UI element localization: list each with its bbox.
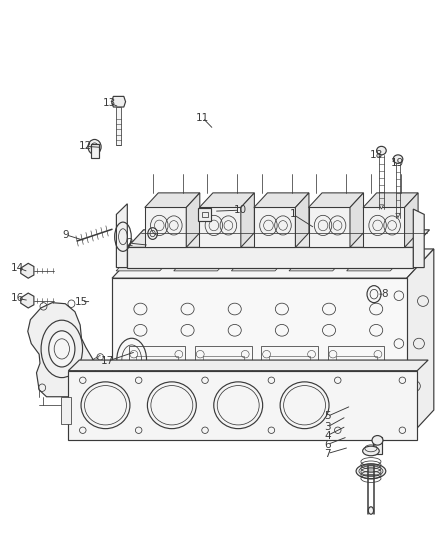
Polygon shape (396, 213, 400, 217)
Polygon shape (21, 263, 34, 278)
Ellipse shape (393, 155, 403, 164)
Polygon shape (68, 360, 428, 370)
Text: 7: 7 (324, 449, 331, 458)
Polygon shape (145, 193, 200, 207)
Polygon shape (231, 255, 290, 271)
Bar (201, 212, 208, 217)
Bar (198, 208, 211, 221)
Text: 9: 9 (62, 230, 69, 240)
Ellipse shape (49, 331, 75, 367)
Polygon shape (117, 204, 127, 268)
Bar (254, 207, 295, 247)
Text: 18: 18 (370, 150, 383, 160)
Bar (145, 207, 186, 247)
Polygon shape (112, 96, 126, 107)
Polygon shape (186, 193, 200, 247)
Polygon shape (68, 370, 417, 440)
Polygon shape (199, 193, 254, 207)
Polygon shape (127, 247, 413, 268)
Bar (363, 207, 405, 247)
Text: 19: 19 (391, 158, 404, 168)
Polygon shape (289, 255, 347, 271)
Text: 12: 12 (79, 141, 92, 151)
Text: 5: 5 (324, 411, 331, 422)
Bar (91, 144, 99, 158)
Text: 4: 4 (324, 431, 331, 441)
Bar (199, 207, 241, 247)
Ellipse shape (368, 507, 374, 514)
Text: 8: 8 (381, 289, 388, 299)
Polygon shape (413, 209, 424, 268)
Polygon shape (254, 193, 309, 207)
Bar (328, 346, 385, 415)
Bar (203, 356, 244, 406)
Text: 15: 15 (75, 296, 88, 306)
Text: 3: 3 (324, 422, 331, 432)
Polygon shape (379, 205, 384, 209)
Ellipse shape (377, 147, 386, 155)
Text: 17: 17 (101, 356, 114, 366)
Polygon shape (346, 255, 405, 271)
Bar (308, 207, 350, 247)
Bar (116, 107, 121, 146)
Polygon shape (308, 193, 364, 207)
Polygon shape (174, 255, 232, 271)
Bar (336, 356, 377, 406)
Text: 10: 10 (233, 205, 247, 215)
Polygon shape (127, 230, 430, 247)
Polygon shape (116, 255, 175, 271)
Ellipse shape (356, 464, 386, 479)
Bar (195, 346, 252, 415)
Polygon shape (295, 193, 309, 247)
Polygon shape (112, 249, 434, 278)
Bar (137, 356, 177, 406)
Text: 16: 16 (11, 293, 24, 303)
Text: 1: 1 (290, 209, 297, 220)
Polygon shape (350, 193, 364, 247)
Text: 14: 14 (11, 263, 24, 272)
Text: 13: 13 (102, 98, 116, 108)
Ellipse shape (372, 435, 383, 445)
Polygon shape (28, 303, 96, 397)
Bar (373, 437, 382, 454)
Bar (269, 356, 310, 406)
Ellipse shape (363, 446, 379, 456)
Bar (129, 346, 185, 415)
Text: 11: 11 (196, 112, 209, 123)
Polygon shape (405, 193, 418, 247)
Polygon shape (363, 193, 418, 207)
Polygon shape (21, 293, 34, 308)
Polygon shape (407, 249, 434, 439)
Bar (261, 346, 318, 415)
Text: 6: 6 (324, 440, 331, 450)
Text: 2: 2 (126, 238, 133, 248)
Ellipse shape (88, 140, 101, 155)
Bar (60, 397, 71, 424)
Polygon shape (112, 278, 407, 439)
Polygon shape (241, 193, 254, 247)
